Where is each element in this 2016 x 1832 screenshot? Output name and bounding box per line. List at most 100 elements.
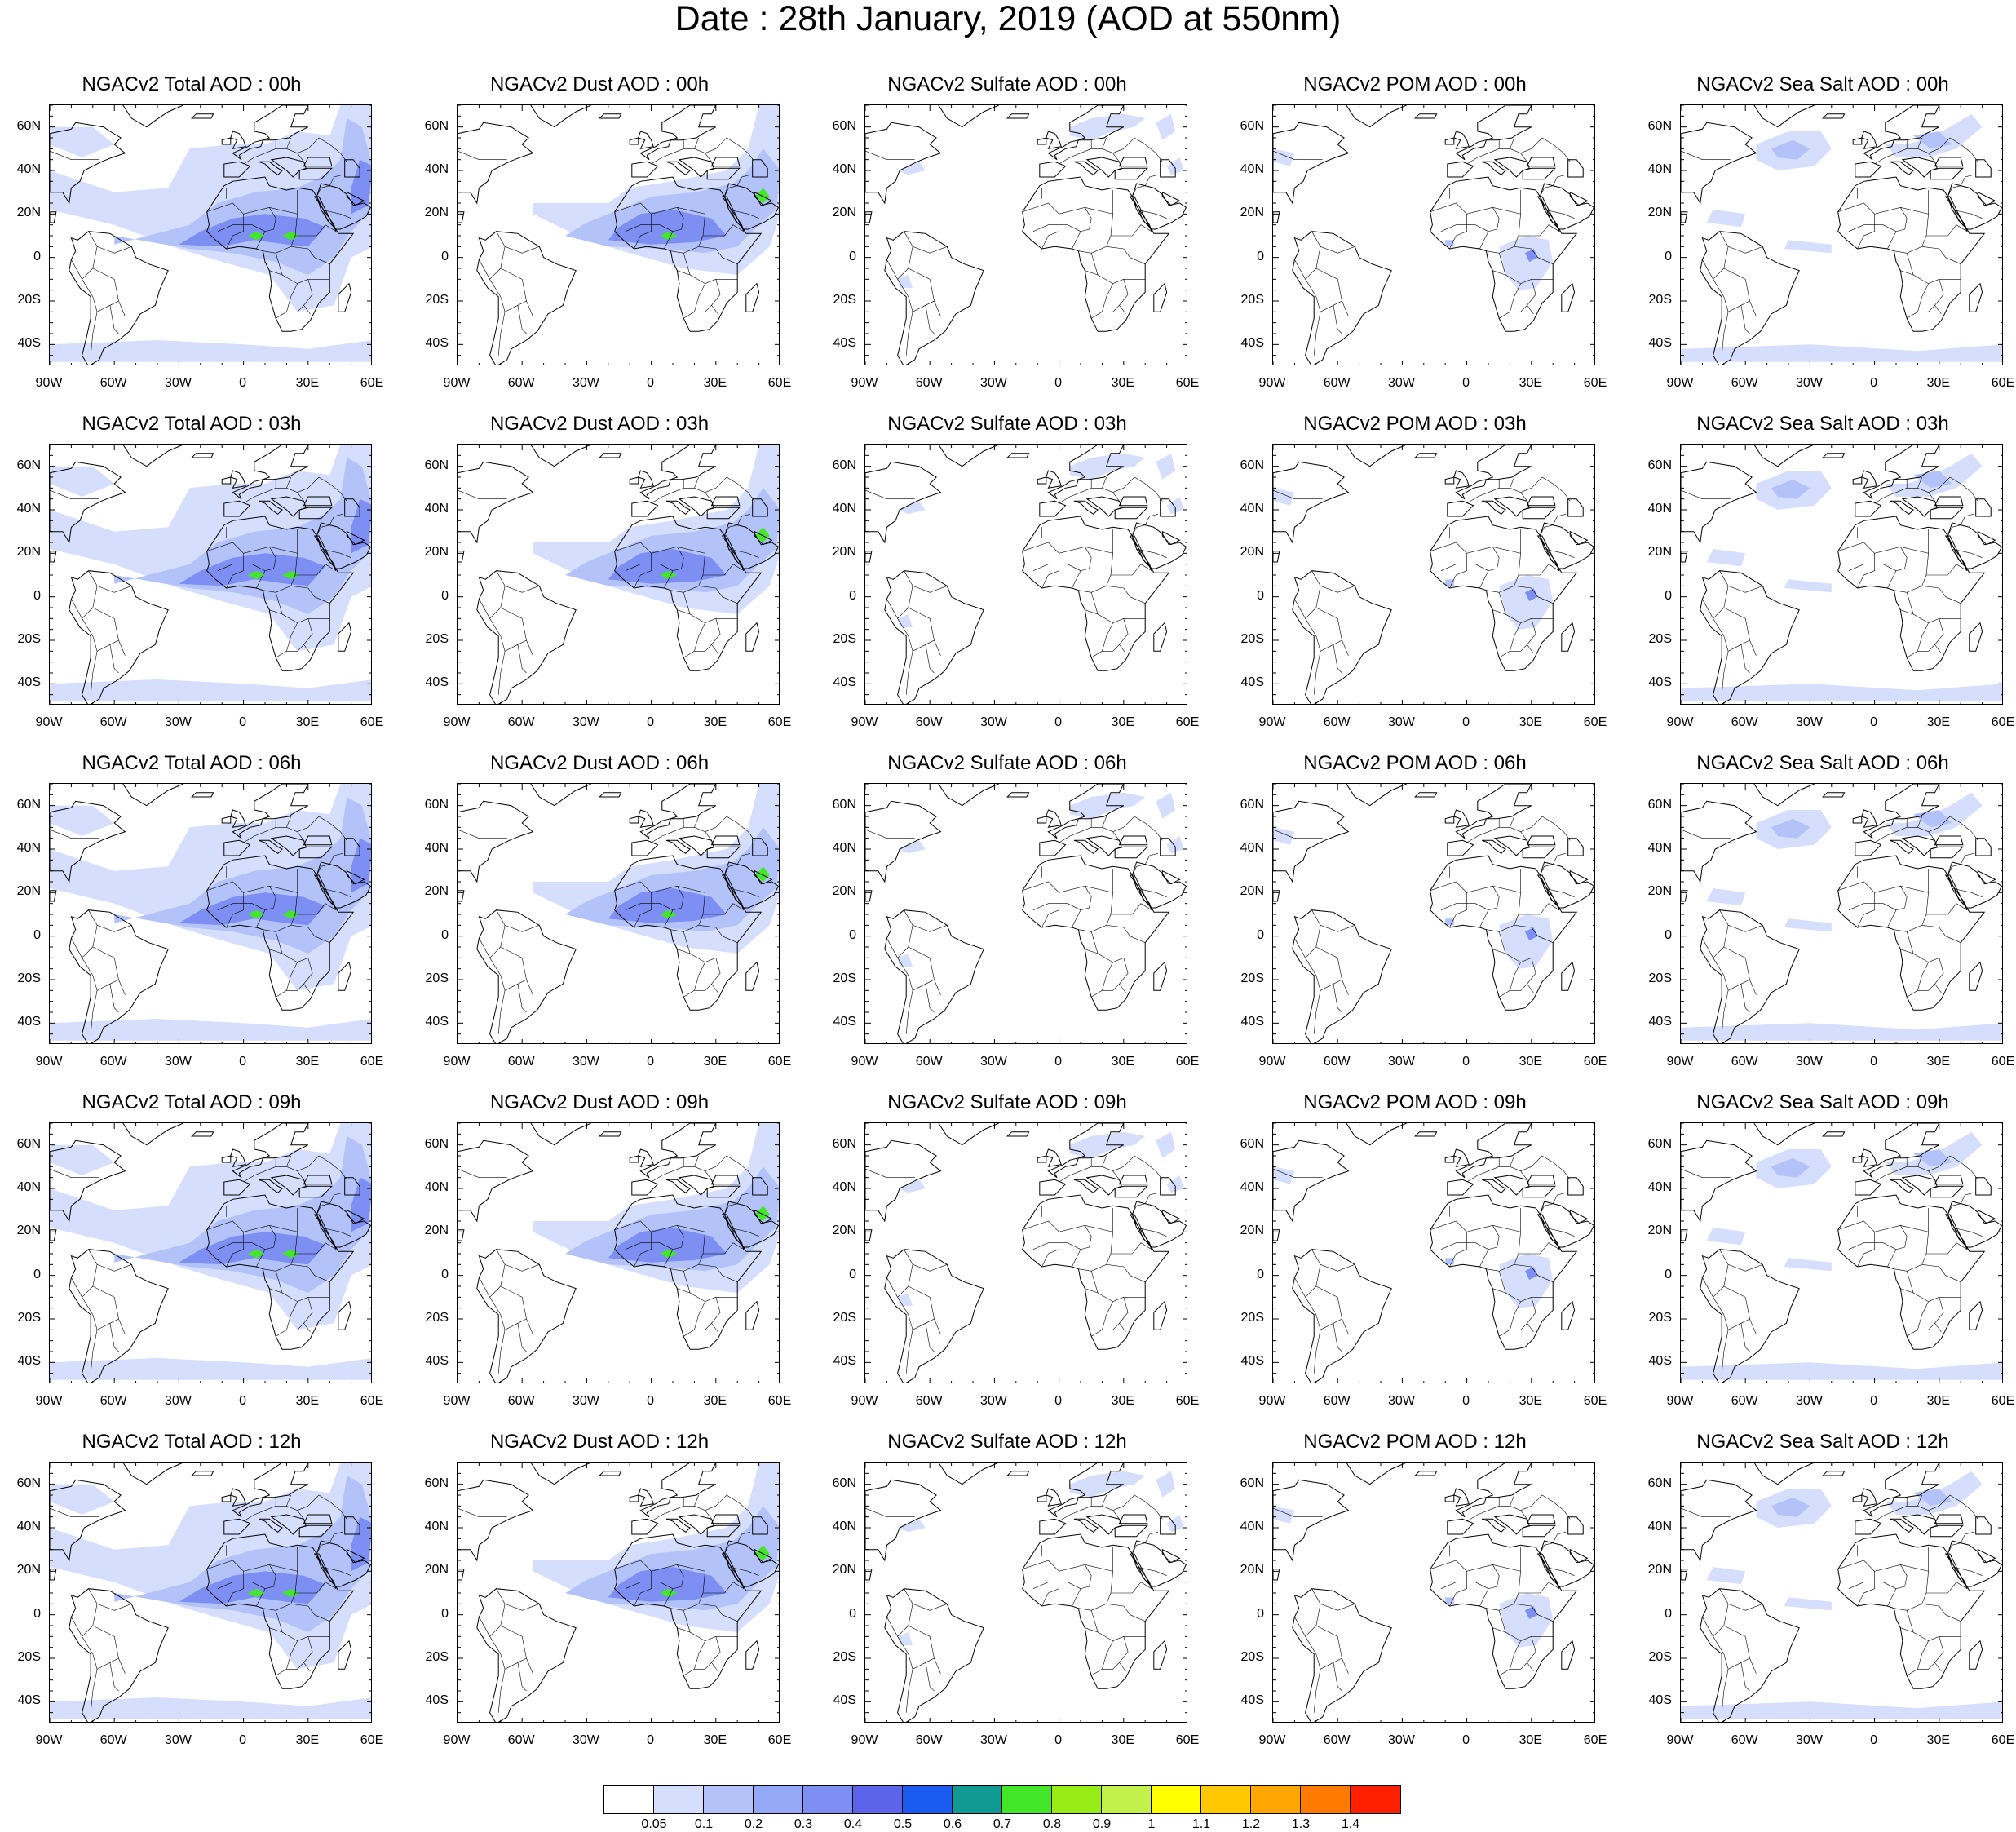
coastline — [1153, 282, 1168, 312]
country-border — [286, 137, 291, 149]
country-border — [329, 1532, 343, 1543]
country-border — [1499, 622, 1521, 658]
longitude-label: 60W — [915, 376, 943, 390]
map-svg — [1681, 1123, 2002, 1383]
longitude-label: 60W — [1731, 715, 1758, 729]
legend-label: 0.8 — [1042, 1817, 1062, 1831]
coastline — [1161, 530, 1181, 546]
latitude-label: 40N — [1647, 841, 1672, 855]
latitude-label: 0 — [441, 1606, 449, 1621]
coastline — [530, 105, 591, 128]
country-border — [92, 586, 126, 656]
longitude-label: 90W — [1666, 1733, 1694, 1747]
latitude-label: 60N — [1647, 1136, 1672, 1151]
country-border — [275, 931, 330, 963]
country-border — [1466, 148, 1532, 165]
country-border — [715, 1494, 755, 1520]
country-border — [1032, 1242, 1081, 1250]
coastline — [1039, 839, 1067, 856]
country-border — [1921, 586, 1961, 604]
latitude-label: 60N — [1647, 118, 1672, 133]
latitude-label: 40N — [1240, 162, 1264, 176]
coastline — [1037, 1155, 1047, 1163]
map-frame — [864, 783, 1187, 1044]
country-border — [71, 938, 98, 991]
country-border — [1498, 1610, 1554, 1642]
map-frame — [49, 1122, 372, 1383]
colorbar-legend: 0.05 0.1 0.2 0.3 0.4 0.5 0.6 0.7 0.8 0.9 1 1.1 1.2 1.… — [603, 1785, 1411, 1831]
coastline — [1930, 507, 1964, 520]
coastline — [1969, 282, 1983, 312]
coastline — [1567, 159, 1584, 178]
coastline — [1837, 516, 1986, 671]
coastline — [1114, 507, 1148, 520]
country-border — [904, 1588, 948, 1611]
coastline — [1934, 157, 1964, 167]
coastline — [303, 496, 333, 507]
map-panel: NGACv2 Sea Salt AOD : 00h 60N 40N 20N 0 20S 40… — [1631, 73, 2015, 392]
country-border — [90, 1657, 119, 1713]
latitude-label: 20N — [1647, 206, 1672, 220]
country-border — [1315, 586, 1349, 656]
coastline — [631, 1518, 659, 1535]
coastline — [1447, 1179, 1474, 1196]
country-border — [625, 564, 674, 571]
country-border — [1837, 190, 1929, 215]
coastline — [1273, 461, 1350, 544]
longitude-label: 0 — [1870, 376, 1878, 390]
coastline — [1947, 1201, 2002, 1248]
coastline — [1522, 167, 1556, 180]
country-border — [1723, 246, 1757, 316]
longitude-label: 90W — [443, 1394, 471, 1408]
country-border — [329, 175, 343, 186]
country-border — [1540, 185, 1562, 197]
coastline — [1022, 176, 1170, 332]
coastline — [1753, 105, 1815, 128]
coastline — [190, 1471, 214, 1476]
country-border — [1926, 224, 1968, 237]
country-border — [1111, 1242, 1152, 1255]
figure-title: Date : 28th January, 2019 (AOD at 550nm) — [674, 0, 1342, 38]
country-border — [1499, 1301, 1521, 1337]
coastline — [1852, 816, 1863, 824]
coastline — [313, 535, 337, 571]
latitude-label: 40S — [425, 1693, 449, 1708]
latitude-label: 20N — [1240, 884, 1264, 899]
coastline — [1114, 167, 1148, 180]
coastline — [1863, 1123, 1940, 1179]
coastline — [639, 1463, 717, 1518]
latitude-label: 60N — [1240, 458, 1264, 472]
country-border — [276, 962, 298, 998]
country-border — [295, 903, 337, 915]
country-border — [517, 644, 527, 674]
longitude-label: 30E — [1926, 376, 1951, 390]
legend-label: 0.4 — [843, 1817, 863, 1831]
country-border — [1681, 489, 1731, 499]
longitude-label: 30W — [572, 1394, 599, 1408]
country-border — [286, 1323, 304, 1330]
country-border — [1906, 931, 1961, 963]
country-border — [256, 547, 276, 589]
country-border — [290, 925, 330, 943]
coastline — [1561, 1300, 1576, 1330]
longitude-label: 60E — [360, 1733, 384, 1747]
coastline — [1153, 1300, 1168, 1330]
map-frame — [1272, 104, 1595, 365]
coastline — [631, 500, 659, 517]
country-border — [694, 1155, 699, 1167]
coastline — [232, 1123, 309, 1179]
country-border — [1311, 1249, 1355, 1272]
country-border — [1510, 305, 1527, 312]
coastline — [638, 809, 654, 828]
panel-title: NGACv2 Dust AOD : 09h — [489, 1091, 710, 1113]
coastline — [1889, 500, 1914, 515]
legend-label: 0.9 — [1092, 1817, 1112, 1831]
country-border — [489, 1625, 502, 1637]
longitude-label: 60W — [99, 1394, 127, 1408]
longitude-label: 30E — [1111, 1733, 1135, 1747]
country-border — [316, 864, 338, 876]
country-border — [1091, 962, 1113, 998]
coastline — [458, 211, 465, 223]
longitude-label: 30E — [295, 1733, 320, 1747]
country-border — [1449, 892, 1467, 928]
